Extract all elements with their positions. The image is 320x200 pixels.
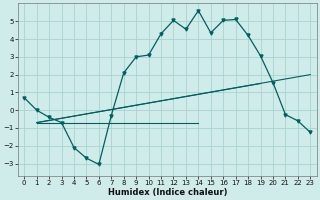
X-axis label: Humidex (Indice chaleur): Humidex (Indice chaleur) [108, 188, 227, 197]
